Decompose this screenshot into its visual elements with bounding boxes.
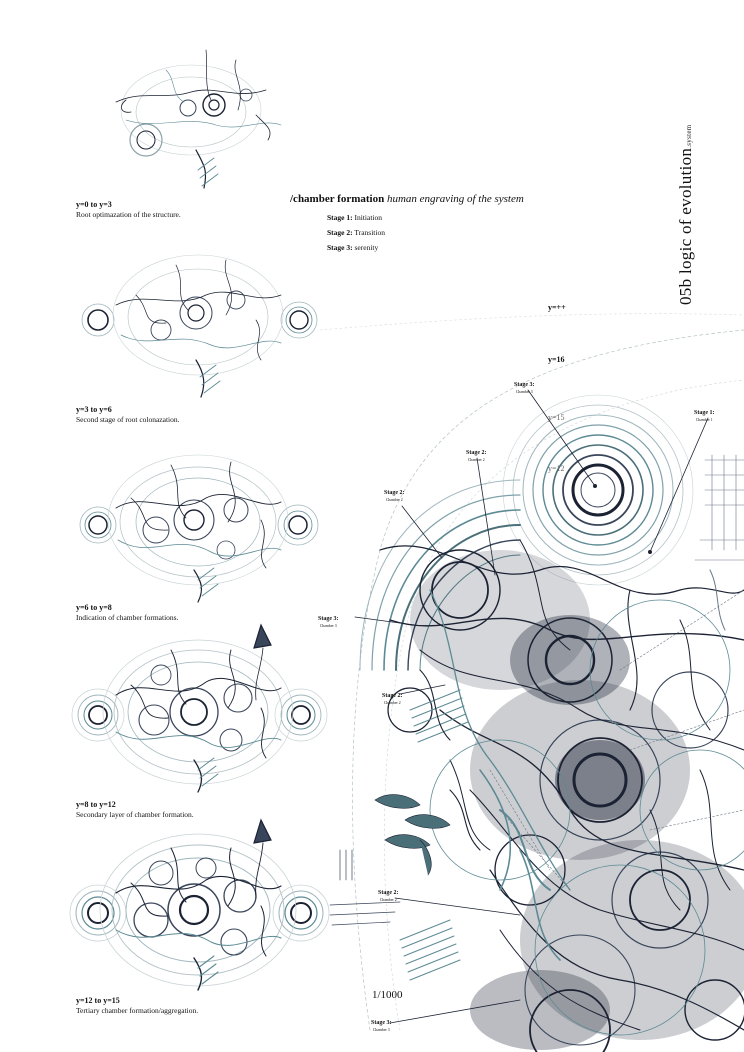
annotation-label: Stage 2: [378, 890, 399, 896]
y-label-15: y=15 [548, 413, 565, 422]
annotation-label: Stage 2: [466, 450, 487, 456]
annotation-label: Stage 3: [371, 1020, 392, 1026]
main-system-drawing [320, 313, 744, 1052]
stage-thumbnail-5 [69, 818, 330, 991]
vertical-title-sub: .system [685, 124, 693, 148]
stage-legend-text: Initiation [354, 213, 383, 222]
annotation-stage3-left: Stage 3: Chamber 3 [318, 616, 339, 630]
y-label-16: y=16 [548, 355, 565, 364]
annotation-stage1-right: Stage 1: Chamber 1 [694, 410, 715, 424]
annotation-sub: Chamber 1 [695, 418, 713, 422]
annotation-label: Stage 3: [318, 616, 339, 622]
heading-italic: human engraving of the system [386, 193, 524, 205]
y-label-plus: y=++ [548, 303, 566, 312]
stage-thumbnail-2 [81, 254, 318, 398]
annotation-sub: Chamber 2 [379, 898, 397, 902]
annotation-sub: Chamber 2 [383, 701, 401, 705]
step-text: Secondary layer of chamber formation. [76, 810, 194, 819]
annotation-label: Stage 1: [694, 410, 715, 416]
stage-legend-2: Stage 2: Transition [327, 228, 385, 237]
step-text: Root optimazation of the structure. [76, 210, 181, 219]
heading-bold: /chamber formation [290, 193, 385, 205]
annotation-stage2-lower: Stage 2: Chamber 2 [378, 890, 399, 904]
annotation-stage2-left: Stage 2: Chamber 2 [384, 490, 405, 504]
stage-legend-text: serenity [354, 243, 379, 252]
annotation-sub: Chamber 3 [372, 1028, 390, 1032]
annotation-sub: Chamber 2 [385, 498, 403, 502]
vertical-title-main: 05b logic of evolution [676, 147, 695, 305]
annotation-stage2-mid: Stage 2: Chamber 2 [382, 693, 403, 707]
stage-thumbnail-3 [79, 454, 319, 603]
stage-legend-label: Stage 2: [327, 228, 353, 237]
step-label: y=0 to y=3 [76, 200, 112, 209]
stage-legend-text: Transition [354, 228, 385, 237]
y-label-12: y=12 [548, 464, 565, 473]
step-text: Tertiary chamber formation/aggregation. [76, 1006, 199, 1015]
vertical-title: 05b logic of evolution.system [676, 124, 696, 305]
stage-legend-3: Stage 3: serenity [327, 243, 378, 252]
annotation-stage3-top: Stage 3: Chamber 3 [514, 382, 535, 396]
stage-legend-label: Stage 1: [327, 213, 353, 222]
step-text: Second stage of root colonazation. [76, 415, 180, 424]
step-label: y=3 to y=6 [76, 405, 112, 414]
annotation-stage3-bottom: Stage 3: Chamber 3 [371, 1020, 392, 1034]
stage-legend-label: Stage 3: [327, 243, 353, 252]
scale-label: 1/1000 [372, 989, 403, 1001]
annotation-sub: Chamber 2 [467, 458, 485, 462]
annotation-sub: Chamber 3 [319, 624, 337, 628]
annotation-label: Stage 3: [514, 382, 535, 388]
annotation-label: Stage 2: [384, 490, 405, 496]
stage-legend-1: Stage 1: Initiation [327, 213, 382, 222]
stage-thumbnail-1 [115, 49, 282, 189]
annotation-label: Stage 2: [382, 693, 403, 699]
annotation-sub: Chamber 3 [515, 390, 533, 394]
page-heading: /chamber formation human engraving of th… [290, 193, 524, 205]
step-label: y=12 to y=15 [76, 996, 120, 1005]
step-label: y=6 to y=8 [76, 603, 112, 612]
stage-thumbnail-4 [71, 623, 328, 793]
step-label: y=8 to y=12 [76, 800, 116, 809]
step-text: Indication of chamber formations. [76, 613, 179, 622]
annotation-stage2-upper: Stage 2: Chamber 2 [466, 450, 487, 464]
